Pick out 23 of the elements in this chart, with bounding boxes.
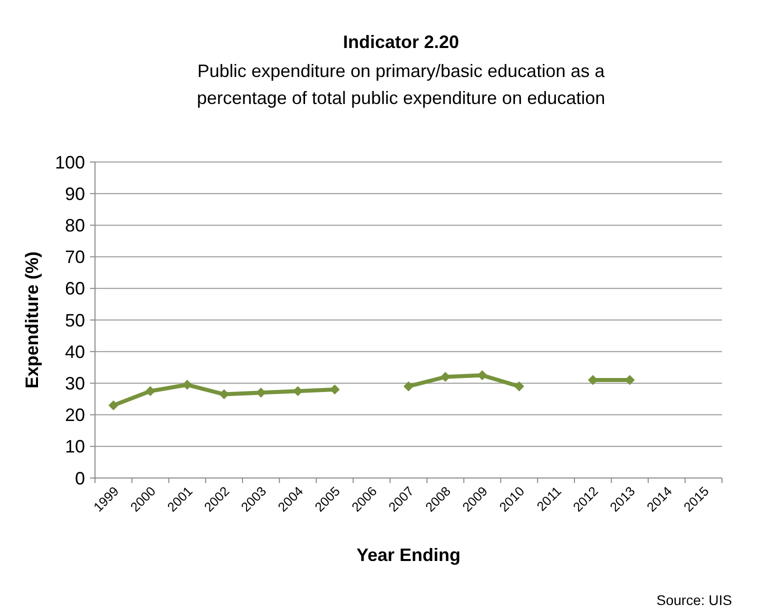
y-tick-label: 30: [64, 374, 85, 394]
y-tick-label: 90: [64, 184, 85, 204]
chart-title: Indicator 2.20: [342, 32, 460, 52]
chart-subtitle: Public expenditure on primary/basic education as a percentage of total public expenditure on education: [196, 61, 606, 108]
point: [440, 372, 450, 382]
source-note: Source: UIS: [656, 592, 732, 608]
y-tick-label: 70: [64, 247, 85, 268]
point: [330, 384, 340, 395]
point: [404, 381, 414, 392]
y-tick-label: 40: [64, 342, 85, 362]
y-tick-label: 80: [64, 216, 85, 236]
x-axis-title: Year Ending: [356, 545, 461, 565]
point: [108, 400, 118, 410]
y-tick-label: 50: [64, 310, 85, 330]
y-tick-label: 10: [64, 436, 85, 457]
point: [514, 381, 524, 392]
point: [182, 380, 192, 390]
y-axis-title: Expenditure (%): [22, 251, 42, 389]
y-tick-label: 60: [64, 278, 85, 299]
y-tick-label: 0: [74, 468, 85, 488]
y-tick-label: 100: [54, 152, 85, 172]
y-tick-label: 20: [64, 405, 85, 426]
point: [145, 386, 156, 396]
